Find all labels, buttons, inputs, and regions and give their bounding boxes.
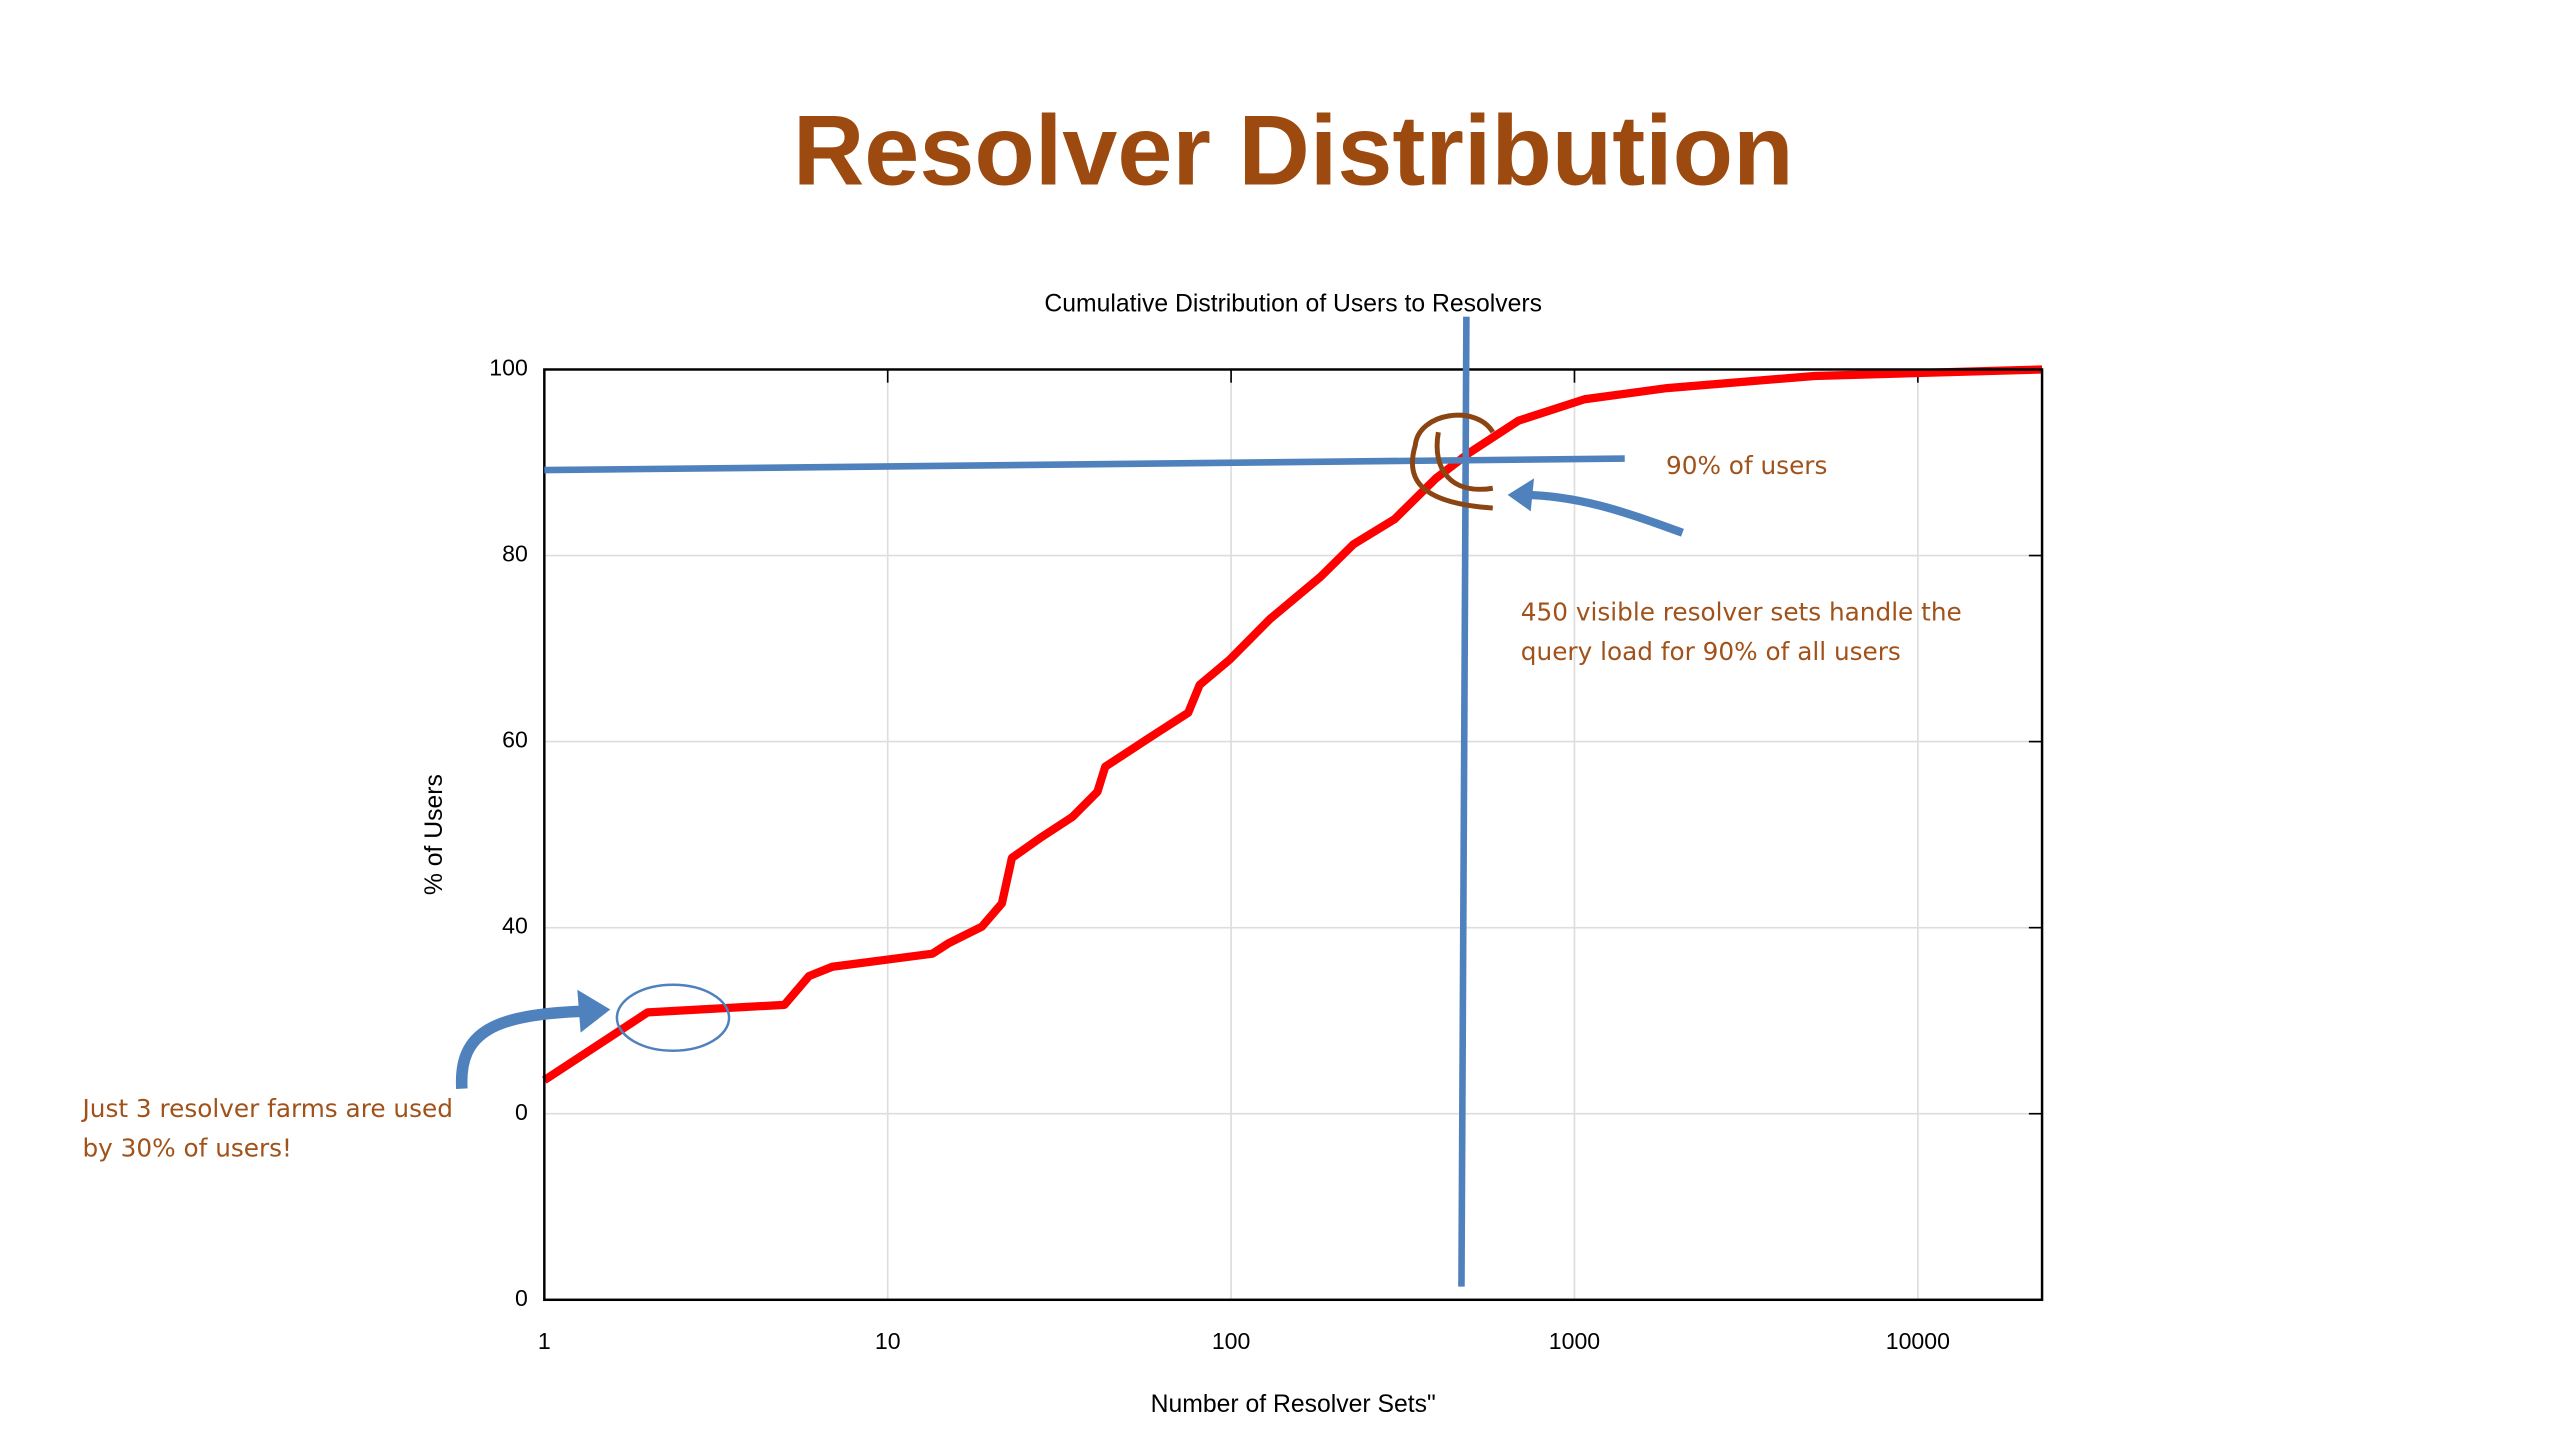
x-tick-label: 1 — [538, 1328, 551, 1354]
y-tick-label: 60 — [502, 727, 528, 753]
x-tick-label: 1000 — [1549, 1328, 1600, 1354]
plot-frame — [543, 368, 2044, 1302]
arrow — [1520, 490, 1684, 537]
annotation: by 30% of users! — [82, 1134, 292, 1163]
guide-line — [1458, 316, 1470, 1287]
arrowhead — [1507, 478, 1535, 512]
data-line — [542, 365, 2043, 1084]
x-tick-label: 10000 — [1886, 1328, 1950, 1354]
y-tick-label: 0 — [515, 1099, 528, 1125]
arrow — [455, 1005, 586, 1089]
guide-line — [544, 455, 1625, 474]
arrowhead — [577, 989, 611, 1033]
y-axis-label: % of Users — [421, 774, 448, 895]
bracket-mark — [1409, 412, 1495, 511]
y-tick-label: 80 — [502, 541, 528, 567]
x-tick-label: 10 — [875, 1328, 901, 1354]
annotation: 450 visible resolver sets handle the — [1521, 598, 1962, 627]
annotation: 90% of users — [1666, 451, 1827, 480]
circle-mark — [615, 983, 731, 1052]
slide-title: Resolver Distribution — [793, 94, 1794, 205]
chart-title: Cumulative Distribution of Users to Reso… — [1044, 291, 1542, 318]
hand-drawn-marks — [455, 316, 1684, 1287]
y-tick-label: 0 — [515, 1285, 528, 1311]
annotation: Just 3 resolver farms are used — [80, 1094, 452, 1123]
x-axis-label: Number of Resolver Sets" — [1151, 1391, 1436, 1418]
x-tick-label: 100 — [1212, 1328, 1251, 1354]
plot: 0 0 40 60 80 100 1 10 100 1000 10000 — [489, 355, 2043, 1354]
y-tick-label: 40 — [502, 913, 528, 939]
annotation: query load for 90% of all users — [1521, 637, 1901, 666]
y-tick-label: 100 — [489, 355, 528, 381]
